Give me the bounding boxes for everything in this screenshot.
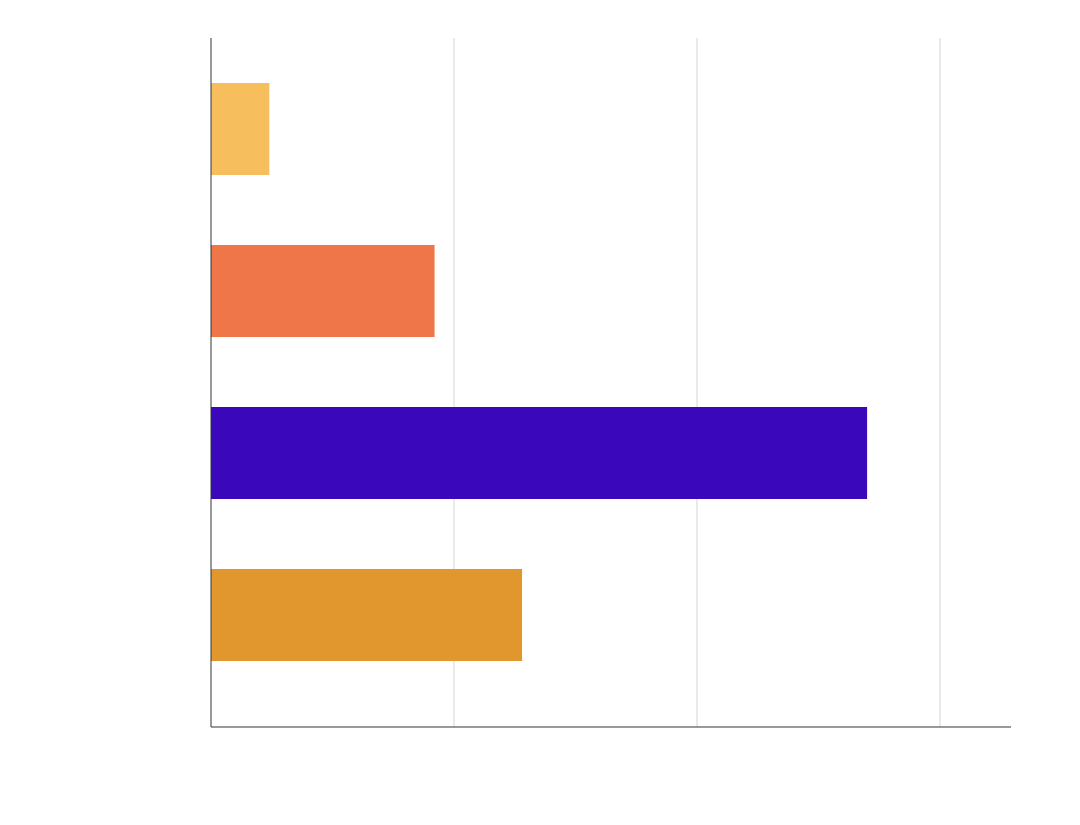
- bar-1: [211, 83, 270, 175]
- bar-3: [211, 407, 868, 499]
- bars: [211, 83, 868, 661]
- gridlines: [453, 38, 941, 727]
- bar-4: [211, 569, 523, 661]
- axes: [210, 38, 1011, 728]
- bar-2: [211, 245, 435, 337]
